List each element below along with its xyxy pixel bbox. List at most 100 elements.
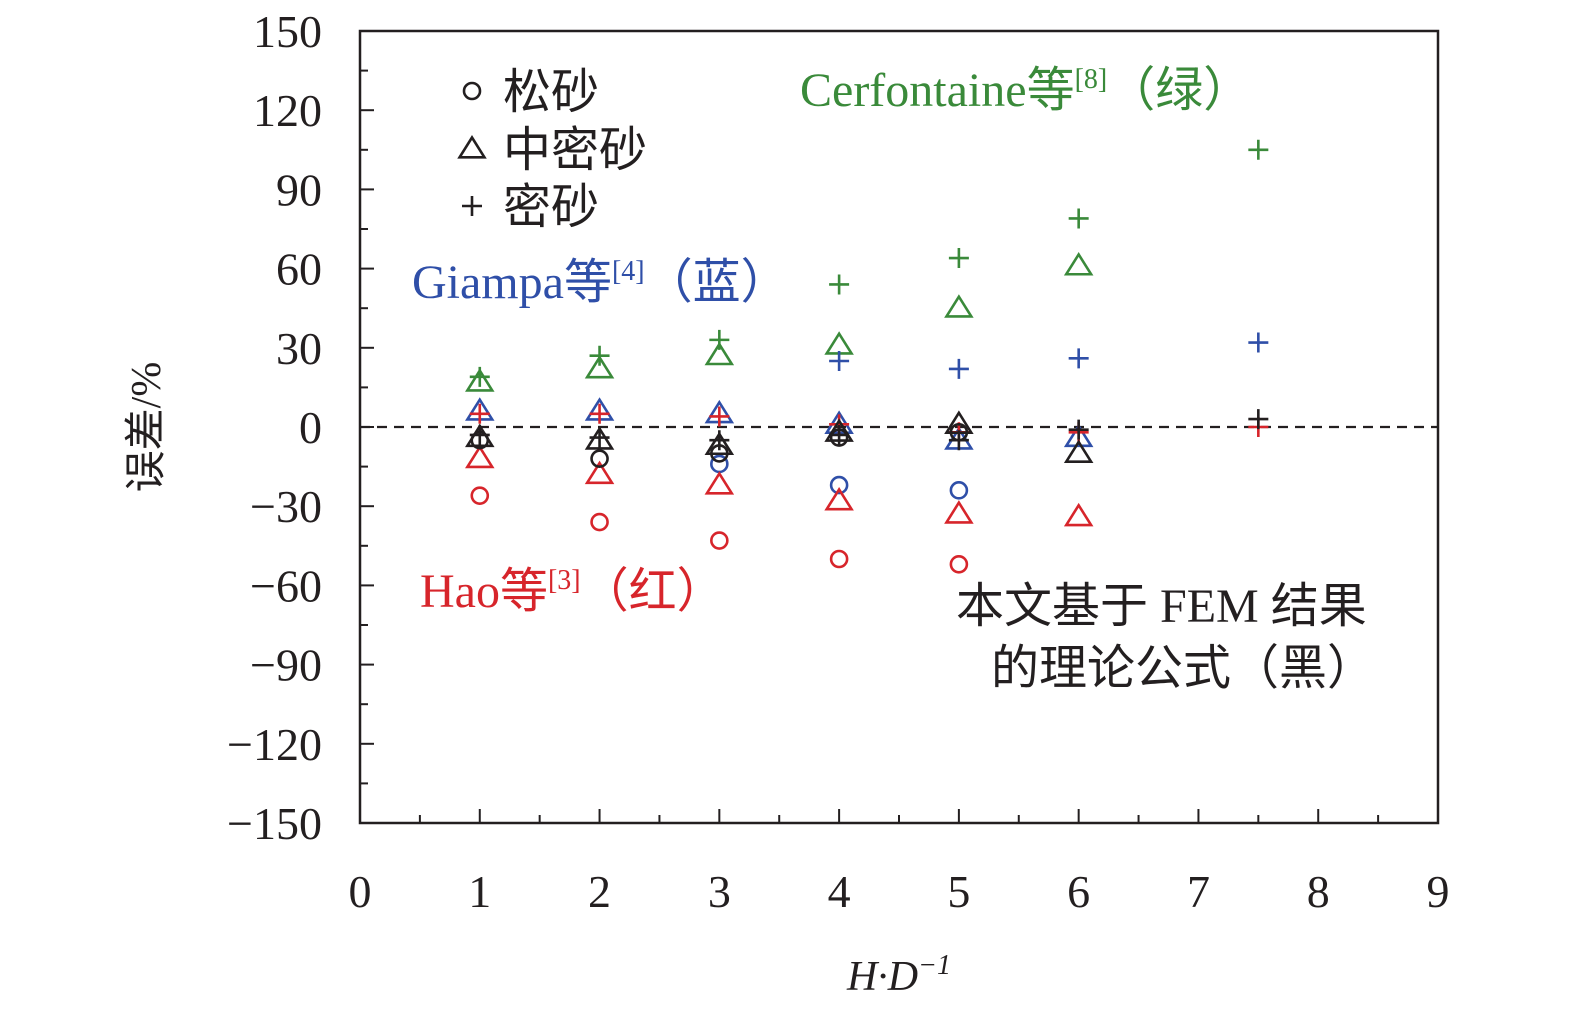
series-plus [469, 139, 1269, 387]
series-triangle [465, 444, 1094, 527]
x-tick-label: 4 [828, 866, 851, 917]
annotation-giampa-name: Giampa等 [412, 256, 612, 309]
annotation-hao-tail: （红） [581, 565, 725, 618]
x-tick-label: 6 [1067, 866, 1090, 917]
annotation-cerfontaine-ref: [8] [1075, 64, 1108, 95]
point-triangle [824, 331, 854, 355]
x-tick-label: 9 [1427, 866, 1450, 917]
annotation-cerfontaine-name: Cerfontaine等 [800, 64, 1075, 117]
point-triangle [824, 486, 854, 511]
point-plus [948, 248, 969, 269]
legend: 松砂 中密砂 密砂 [457, 66, 647, 234]
y-tick-label: 90 [276, 164, 322, 215]
point-plus [829, 274, 850, 295]
legend-plus-icon [462, 196, 482, 216]
point-plus [948, 358, 969, 379]
point-plus [1068, 348, 1089, 369]
annotation-cerfontaine: Cerfontaine等[8]（绿） [800, 64, 1251, 117]
point-circle [829, 549, 849, 569]
y-tick-label: −150 [227, 798, 322, 849]
point-triangle [704, 471, 735, 495]
x-axis-title-superscript: −1 [918, 950, 951, 981]
marks-layer [465, 139, 1269, 574]
point-circle [949, 481, 969, 500]
x-tick-label: 3 [708, 866, 731, 917]
series-triangle [465, 397, 1094, 450]
point-triangle [1063, 252, 1094, 276]
point-triangle [944, 294, 974, 318]
point-triangle [1063, 502, 1094, 527]
annotation-hao-ref: [3] [548, 565, 581, 596]
legend-plus-marker [462, 196, 482, 216]
point-plus [469, 403, 490, 424]
annotation-fem-line2: 的理论公式（黑） [991, 642, 1375, 695]
point-circle [590, 449, 609, 468]
x-tick-label: 1 [468, 866, 491, 917]
series-triangle [465, 252, 1094, 392]
y-tick-label: −30 [250, 481, 322, 532]
legend-circle-icon [462, 81, 482, 101]
annotation-hao: Hao等[3]（红） [420, 565, 725, 618]
x-tick-label: 5 [947, 866, 970, 917]
point-triangle [584, 354, 615, 379]
point-plus [589, 403, 610, 424]
x-axis-title: H·D−1 [846, 950, 951, 1000]
point-circle [829, 475, 849, 495]
point-plus [709, 329, 730, 350]
point-plus [1248, 332, 1269, 353]
point-plus [469, 424, 490, 445]
x-tick-label: 2 [588, 866, 611, 917]
point-triangle [465, 368, 495, 392]
legend-triangle-marker [457, 135, 487, 159]
annotation-fem-line1: 本文基于 FEM 结果 [956, 580, 1367, 633]
point-triangle [465, 444, 495, 469]
annotation-giampa-ref: [4] [612, 256, 645, 287]
y-tick-label: −120 [227, 719, 322, 770]
point-plus [1068, 208, 1089, 229]
point-triangle [1063, 423, 1094, 448]
point-triangle [704, 341, 735, 366]
point-triangle [584, 460, 615, 485]
ticks-layer: 150 120 90 60 30 0 −30 −60 −90 −120 −150 0 1 2 3 4 5 6 7 8 9 [227, 6, 1449, 917]
legend-label-dense-sand: 密砂 [503, 181, 599, 234]
y-tick-label: 120 [253, 85, 322, 136]
point-plus [1068, 419, 1089, 440]
point-plus [589, 345, 610, 366]
x-tick-label: 8 [1307, 866, 1330, 917]
legend-label-loose-sand: 松砂 [503, 66, 599, 119]
point-triangle [1063, 439, 1094, 463]
y-tick-label: 150 [253, 6, 322, 57]
x-tick-label: 7 [1187, 866, 1210, 917]
annotation-cerfontaine-tail: （绿） [1107, 64, 1251, 117]
point-circle [590, 512, 609, 532]
y-tick-label: −60 [250, 560, 322, 611]
annotation-hao-name: Hao等 [420, 565, 548, 618]
point-circle [470, 486, 490, 505]
y-tick-label: 30 [276, 323, 322, 374]
plot-frame [358, 29, 1440, 825]
point-plus [829, 424, 850, 445]
series-triangle [465, 410, 1094, 463]
series-plus [829, 332, 1269, 379]
point-plus [709, 430, 730, 451]
point-plus [709, 406, 730, 427]
y-axis-title: 误差/% [124, 362, 170, 493]
x-axis-title-main: H·D [846, 954, 918, 1000]
point-plus [469, 366, 490, 387]
point-triangle [704, 431, 735, 456]
series-circle [710, 454, 969, 500]
y-tick-label: −90 [250, 640, 322, 691]
point-plus [1248, 409, 1269, 430]
point-circle [949, 554, 969, 574]
legend-circle-marker [462, 81, 482, 101]
annotation-giampa-tail: （蓝） [645, 256, 789, 309]
point-plus [589, 427, 610, 448]
point-plus [829, 351, 850, 371]
point-plus [948, 430, 969, 451]
legend-triangle-icon [457, 135, 487, 159]
series-circle [470, 486, 969, 574]
legend-label-medium-dense-sand: 中密砂 [503, 124, 647, 177]
y-tick-label: 0 [299, 402, 322, 453]
y-tick-label: 60 [276, 244, 322, 295]
